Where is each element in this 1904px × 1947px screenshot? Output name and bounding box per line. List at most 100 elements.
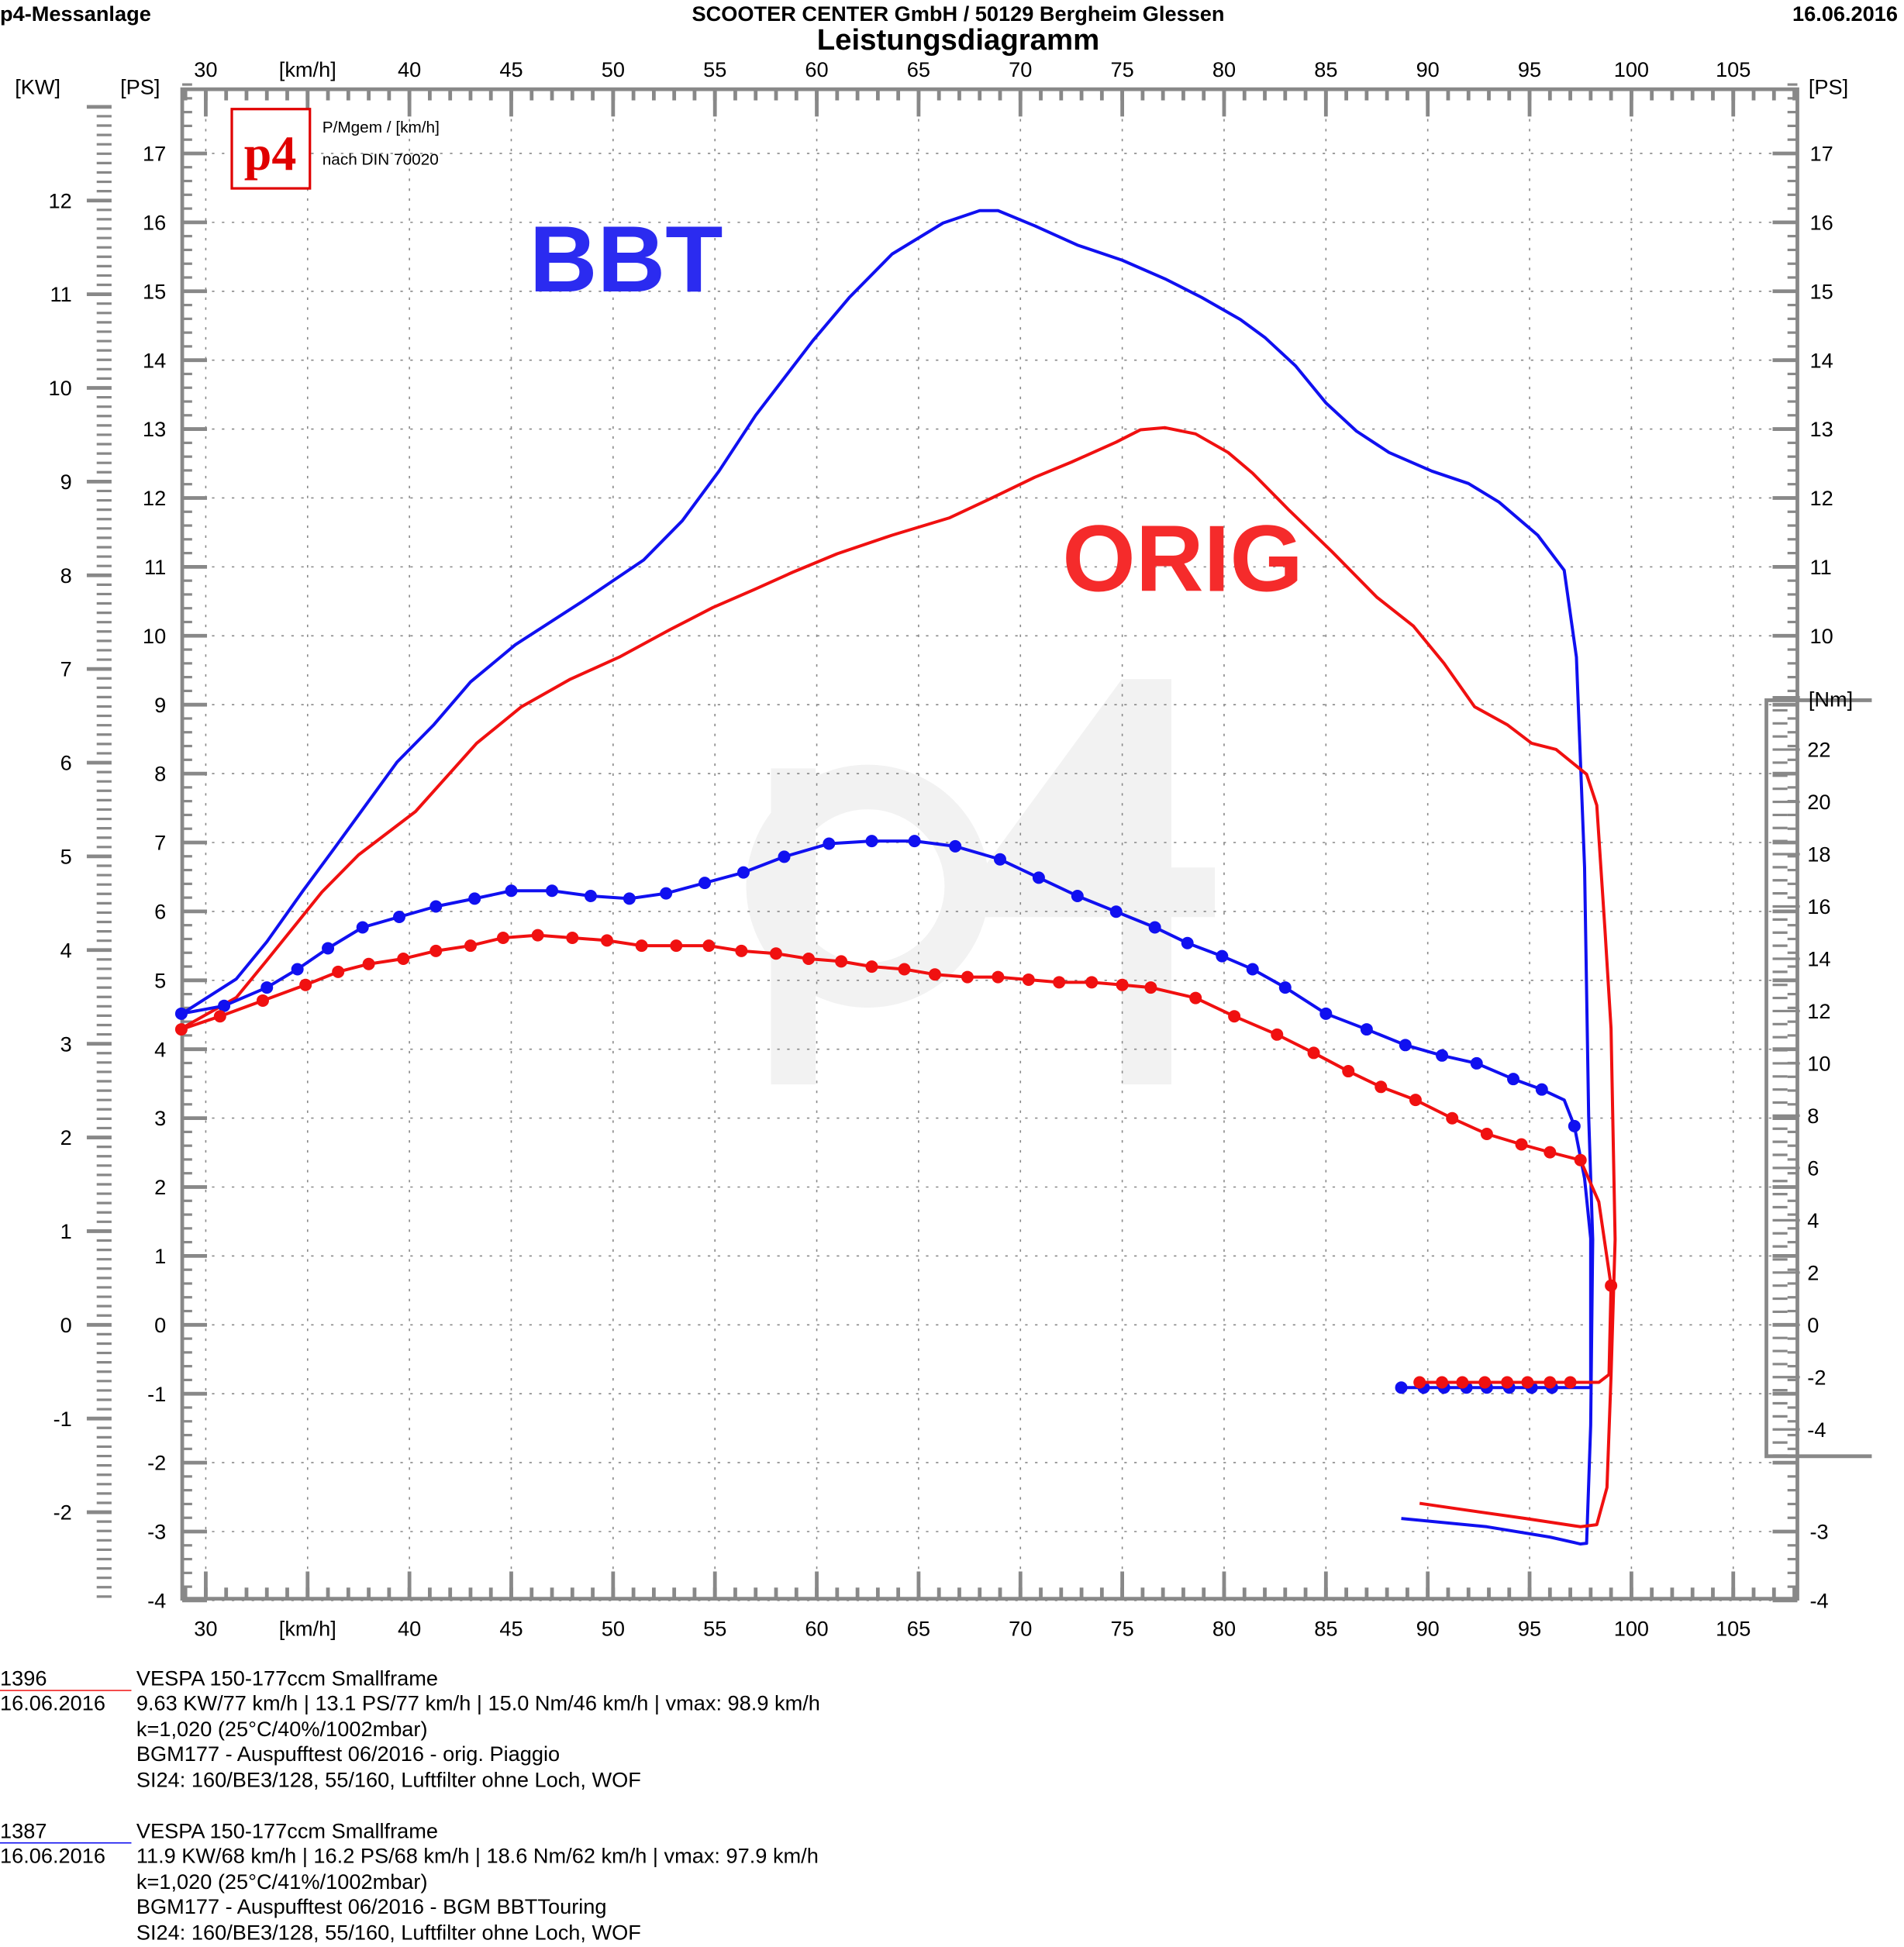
torque-marker — [1480, 1128, 1493, 1141]
x-tick-label-bottom: 70 — [1009, 1617, 1032, 1641]
torque-marker — [429, 900, 443, 913]
torque-marker — [1544, 1146, 1557, 1159]
torque-marker — [1216, 949, 1229, 963]
torque-marker — [1375, 1080, 1388, 1094]
x-tick-label-top: 75 — [1110, 57, 1133, 81]
chart-title: Leistungsdiagramm — [817, 23, 1100, 57]
torque-marker — [1507, 1073, 1520, 1086]
nm-tick-label: 2 — [1807, 1260, 1819, 1284]
nm-tick-label: -4 — [1807, 1418, 1826, 1442]
torque-marker — [865, 835, 878, 848]
curves — [174, 208, 1618, 1546]
torque-marker — [823, 837, 836, 850]
nm-axis-label: [Nm] — [1809, 687, 1853, 711]
ps-tick-label-left: 9 — [154, 693, 166, 717]
torque-marker — [505, 884, 518, 898]
ps-tick-label-right: 16 — [1809, 210, 1833, 234]
ps-tick-label-left: 11 — [144, 555, 166, 579]
torque-marker — [1446, 1111, 1459, 1125]
run-summary: 11.9 KW/68 km/h | 16.2 PS/68 km/h | 18.6… — [136, 1843, 819, 1867]
ps-tick-label-left: 7 — [154, 831, 166, 855]
x-tick-label-bottom: 60 — [805, 1617, 828, 1641]
run-info-1387: 1387 VESPA 150-177ccm Smallframe 16.06.2… — [0, 1818, 819, 1944]
torque-marker — [429, 944, 443, 957]
torque-marker — [660, 887, 673, 900]
torque-marker — [1395, 1381, 1408, 1394]
run-info-1396: 1396 VESPA 150-177ccm Smallframe 16.06.2… — [0, 1666, 820, 1792]
kw-tick-label: 2 — [60, 1125, 72, 1149]
kw-tick-label: 1 — [60, 1219, 72, 1243]
torque-marker — [393, 910, 405, 923]
orig-label: ORIG — [1062, 506, 1303, 612]
torque-marker — [1053, 976, 1066, 989]
x-tick-label-top: 60 — [805, 57, 828, 81]
nm-tick-label: 22 — [1807, 738, 1830, 762]
x-tick-label-bottom: 100 — [1614, 1617, 1649, 1641]
power-curve — [180, 426, 1617, 1528]
run-k: k=1,020 (25°C/40%/1002mbar) — [136, 1717, 428, 1741]
x-tick-label-bottom: 85 — [1314, 1617, 1337, 1641]
torque-marker — [600, 934, 613, 947]
run-model: VESPA 150-177ccm Smallframe — [136, 1818, 438, 1842]
x-tick-label-top: 70 — [1009, 57, 1032, 81]
torque-marker — [1535, 1083, 1548, 1096]
nm-tick-label: -2 — [1807, 1365, 1826, 1389]
plot-frame — [180, 87, 1799, 1601]
kw-tick-label: -2 — [53, 1501, 72, 1525]
ps-tick-label-left: 2 — [154, 1175, 166, 1199]
x-tick-label-top: 100 — [1614, 57, 1649, 81]
torque-marker — [1085, 976, 1099, 989]
torque-marker — [291, 963, 304, 976]
kw-axis-label: [KW] — [15, 75, 60, 99]
torque-marker — [218, 999, 231, 1012]
torque-marker — [1413, 1376, 1426, 1389]
torque-marker — [1116, 978, 1129, 991]
torque-marker — [1568, 1119, 1581, 1132]
nm-tick-label: 18 — [1807, 843, 1830, 867]
nm-tick-label: 20 — [1807, 790, 1830, 814]
ps-tick-label-left: 14 — [143, 348, 166, 372]
torque-marker — [736, 866, 750, 879]
logo-text: p4 — [244, 126, 297, 181]
x-tick-label-bottom: 40 — [398, 1617, 421, 1641]
run-setup: SI24: 160/BE3/128, 55/160, Luftfilter oh… — [136, 1768, 641, 1792]
x-tick-label-bottom: 45 — [499, 1617, 523, 1641]
ps-tick-label-right: 10 — [1809, 624, 1833, 648]
x-tick-label-top: 80 — [1212, 57, 1236, 81]
header-left: p4-Messanlage — [0, 2, 151, 26]
x-tick-label-bottom: 105 — [1716, 1617, 1751, 1641]
watermark — [746, 679, 1215, 1085]
torque-marker — [702, 939, 716, 953]
torque-marker — [908, 835, 921, 848]
torque-marker — [1544, 1376, 1557, 1389]
x-tick-label-bottom: 50 — [602, 1617, 625, 1641]
watermark-4-shape — [979, 679, 1215, 1085]
torque-marker — [1409, 1094, 1422, 1107]
nm-tick-label: 16 — [1807, 894, 1830, 918]
torque-marker — [174, 1007, 188, 1020]
x-tick-label-top: 40 — [398, 57, 421, 81]
ps-tick-label-left: -1 — [147, 1382, 166, 1406]
x-tick-label-bottom: 90 — [1416, 1617, 1440, 1641]
torque-marker — [949, 839, 962, 853]
x-tick-label-bottom: 30 — [194, 1617, 217, 1641]
x-tick-label-bottom: 75 — [1110, 1617, 1133, 1641]
ps-tick-label-right: 11 — [1809, 555, 1831, 579]
torque-marker — [735, 944, 748, 957]
x-tick-label-bottom: 65 — [907, 1617, 930, 1641]
torque-marker — [1189, 991, 1202, 1005]
torque-marker — [993, 853, 1006, 866]
torque-marker — [1319, 1007, 1333, 1020]
ps-tick-label-right: 14 — [1809, 348, 1833, 372]
nm-tick-label: 14 — [1807, 947, 1830, 971]
torque-marker — [992, 970, 1005, 984]
kw-tick-label: 7 — [60, 657, 72, 681]
torque-marker — [1501, 1376, 1514, 1389]
ps-axis-label-left: [PS] — [120, 75, 160, 99]
torque-marker — [256, 994, 269, 1007]
axes: 3030404045455050555560606565707075758080… — [49, 57, 1872, 1641]
torque-marker — [397, 952, 410, 965]
run-date: 16.06.2016 — [0, 1691, 105, 1715]
torque-marker — [584, 890, 597, 902]
